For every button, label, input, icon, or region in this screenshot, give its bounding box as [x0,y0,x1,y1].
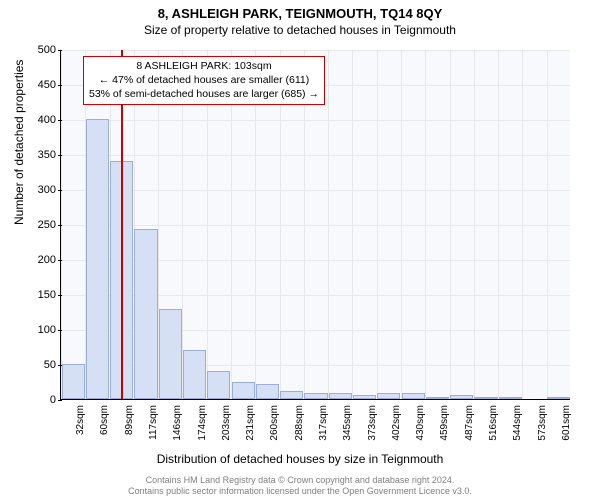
histogram-bar [256,384,279,399]
histogram-bar [86,119,109,399]
gridline-h [61,50,570,51]
histogram-bar [450,395,473,399]
chart-container: 8, ASHLEIGH PARK, TEIGNMOUTH, TQ14 8QY S… [0,0,600,500]
y-tick-label: 400 [26,114,56,126]
annotation-box: 8 ASHLEIGH PARK: 103sqm← 47% of detached… [83,56,325,105]
gridline-v [328,50,329,399]
y-tick-label: 300 [26,184,56,196]
footer-line-1: Contains HM Land Registry data © Crown c… [0,475,600,486]
gridline-v [377,50,378,399]
histogram-bar [134,229,157,399]
x-tick-label: 288sqm [294,405,305,441]
histogram-bar [183,350,206,399]
histogram-bar [402,393,425,399]
histogram-bar [377,393,400,399]
y-tick-label: 150 [26,289,56,301]
x-tick-label: 260sqm [269,405,280,441]
x-tick-label: 32sqm [75,405,86,435]
annotation-line-1: 8 ASHLEIGH PARK: 103sqm [89,59,319,73]
gridline-h [61,120,570,121]
histogram-bar [547,397,570,399]
x-tick-label: 317sqm [318,405,329,441]
y-tick-label: 250 [26,219,56,231]
gridline-v [450,50,451,399]
histogram-bar [474,397,497,399]
plot-region: 8 ASHLEIGH PARK: 103sqm← 47% of detached… [60,50,570,400]
y-tick-label: 50 [26,359,56,371]
gridline-v [352,50,353,399]
y-tick-label: 0 [26,394,56,406]
x-tick-label: 430sqm [415,405,426,441]
histogram-bar [280,391,303,399]
x-tick-label: 573sqm [537,405,548,441]
y-axis-label: Number of detached properties [12,60,26,225]
x-tick-label: 373sqm [367,405,378,441]
x-tick-label: 516sqm [488,405,499,441]
y-tick-label: 350 [26,149,56,161]
histogram-bar [353,395,376,399]
y-tick-label: 200 [26,254,56,266]
gridline-v [401,50,402,399]
x-tick-label: 203sqm [221,405,232,441]
chart-area: 8 ASHLEIGH PARK: 103sqm← 47% of detached… [60,50,570,400]
x-tick-label: 459sqm [439,405,450,441]
histogram-bar [304,393,327,399]
title-main: 8, ASHLEIGH PARK, TEIGNMOUTH, TQ14 8QY [0,0,600,21]
histogram-bar [207,371,230,399]
histogram-bar [426,397,449,399]
x-tick-label: 60sqm [99,405,110,435]
histogram-bar [62,364,85,399]
gridline-v [474,50,475,399]
gridline-v [522,50,523,399]
annotation-line-3: 53% of semi-detached houses are larger (… [89,87,319,101]
histogram-bar [232,382,255,400]
gridline-h [61,155,570,156]
x-tick-label: 89sqm [124,405,135,435]
x-tick-label: 487sqm [464,405,475,441]
histogram-bar [329,393,352,399]
gridline-h [61,190,570,191]
y-tick-label: 500 [26,44,56,56]
gridline-h [61,225,570,226]
x-tick-label: 146sqm [172,405,183,441]
x-axis-label: Distribution of detached houses by size … [0,452,600,466]
gridline-v [498,50,499,399]
annotation-line-2: ← 47% of detached houses are smaller (61… [89,73,319,87]
gridline-v [547,50,548,399]
footer-credits: Contains HM Land Registry data © Crown c… [0,475,600,498]
x-tick-label: 402sqm [391,405,402,441]
x-tick-label: 231sqm [245,405,256,441]
x-tick-label: 174sqm [197,405,208,441]
y-tick-label: 100 [26,324,56,336]
histogram-bar [159,309,182,399]
gridline-v [425,50,426,399]
x-tick-label: 544sqm [512,405,523,441]
footer-line-2: Contains public sector information licen… [0,486,600,497]
y-tick-label: 450 [26,79,56,91]
x-tick-label: 601sqm [561,405,572,441]
title-sub: Size of property relative to detached ho… [0,21,600,41]
histogram-bar [499,397,522,399]
x-tick-label: 345sqm [342,405,353,441]
x-tick-label: 117sqm [148,405,159,440]
